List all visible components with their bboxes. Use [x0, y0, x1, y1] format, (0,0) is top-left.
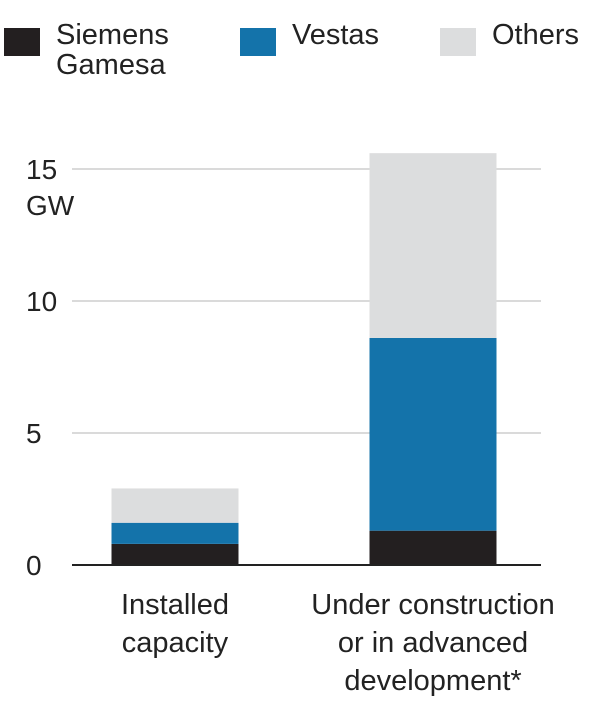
- category-label-2-line-2: or in advanced: [338, 627, 528, 659]
- y-tick-label-10: 10: [26, 286, 57, 317]
- legend-item-vestas: Vestas: [240, 20, 379, 56]
- legend-label-vestas: Vestas: [292, 19, 380, 51]
- legend-item-others: Others: [440, 20, 579, 56]
- category-label-2-line-1: Under construction: [311, 589, 554, 621]
- legend: Siemens Gamesa Vestas Others: [0, 20, 600, 100]
- bar-1-others: [111, 488, 239, 523]
- legend-swatch-others: [440, 28, 476, 56]
- category-label-1-line-1: Installed: [121, 589, 229, 621]
- bar-2-siemens-gamesa: [369, 530, 497, 565]
- legend-label-others: Others: [492, 19, 580, 51]
- bar-2-vestas: [369, 337, 497, 531]
- legend-swatch-vestas: [240, 28, 276, 56]
- legend-label-line: Siemens: [56, 19, 169, 51]
- bar-2-others: [369, 153, 497, 338]
- legend-swatch-siemens-gamesa: [4, 28, 40, 56]
- y-tick-label-0: 0: [26, 550, 42, 581]
- y-unit-label: GW: [26, 190, 75, 221]
- category-label-1-line-2: capacity: [122, 627, 229, 659]
- y-tick-label-5: 5: [26, 418, 42, 449]
- legend-label-siemens-gamesa: Siemens Gamesa: [56, 20, 169, 80]
- bar-1-vestas: [111, 522, 239, 544]
- bar-1-siemens-gamesa: [111, 543, 239, 565]
- legend-item-siemens-gamesa: Siemens Gamesa: [4, 20, 169, 80]
- category-label-2-line-3: development*: [344, 665, 521, 697]
- legend-label-line: Gamesa: [56, 49, 166, 81]
- y-tick-label-15: 15: [26, 154, 57, 185]
